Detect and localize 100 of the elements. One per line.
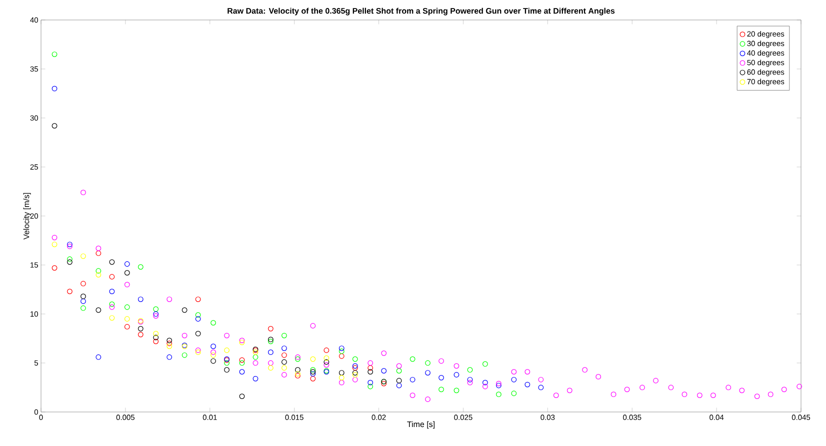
point [324,362,330,368]
point [368,365,374,371]
point [210,358,216,364]
point [282,332,287,338]
point [454,372,460,378]
point [324,355,330,361]
point [754,394,760,399]
point [511,390,517,396]
point [109,301,115,307]
point [109,274,115,280]
point [166,296,172,302]
point [482,384,488,390]
point [352,376,358,382]
point [224,348,230,353]
point [224,367,230,373]
chart-title: Raw Data: Velocity of the 0.365g Pellet Shot from a Spring Powered Gun over Time at Different Angles [228,8,615,16]
point [239,360,245,366]
point [524,382,530,388]
point [124,261,130,267]
point [268,365,274,371]
point [80,305,86,311]
point [96,246,102,252]
point [396,378,402,384]
point [796,384,802,390]
point [538,376,544,382]
point [338,374,344,380]
point [610,392,616,398]
point [338,370,344,376]
point [166,338,172,344]
point [467,380,473,386]
point [496,392,502,398]
point [80,190,86,196]
point [425,396,430,402]
point [739,388,745,394]
point [153,338,159,344]
point [653,378,658,384]
point [410,356,416,362]
point [52,265,58,271]
point [166,354,172,360]
point [52,242,58,248]
point [252,354,258,360]
point [338,346,344,351]
point [368,369,374,374]
point [52,123,58,129]
point [438,374,444,380]
point [467,376,473,382]
point [295,367,300,373]
point [454,363,460,369]
point [52,86,58,92]
point [138,326,144,332]
point [96,272,102,278]
point [425,370,430,376]
point [396,363,402,369]
point [124,304,130,310]
point [182,352,188,358]
point [96,307,102,313]
point [511,369,517,374]
point [153,306,159,312]
point [282,352,287,358]
point [166,340,172,346]
point [538,384,544,390]
point [582,367,588,373]
point [524,369,530,374]
point [368,384,374,390]
point [310,376,316,382]
point [252,360,258,366]
point [696,392,702,398]
point [682,392,688,398]
y-axis-title: Velocity [m/s] [23,192,31,240]
point [396,368,402,374]
point [381,350,387,356]
point [768,392,774,398]
point [210,320,216,326]
point [109,259,115,265]
point [224,360,230,366]
point [268,360,274,366]
point [182,332,188,338]
point [96,354,102,360]
point [239,394,245,399]
point [324,348,330,353]
point [310,356,316,362]
point [96,268,102,274]
point [224,332,230,338]
point [124,324,130,330]
point [166,344,172,350]
point [467,367,473,373]
point [640,384,645,390]
point [324,359,330,365]
point [182,307,188,313]
point [239,369,245,374]
point [425,360,430,366]
point [410,392,416,398]
point [138,264,144,270]
point [482,361,488,367]
point [210,344,216,350]
point [381,368,387,374]
point [67,259,72,265]
point [80,298,86,304]
point [195,296,201,302]
point [668,384,674,390]
